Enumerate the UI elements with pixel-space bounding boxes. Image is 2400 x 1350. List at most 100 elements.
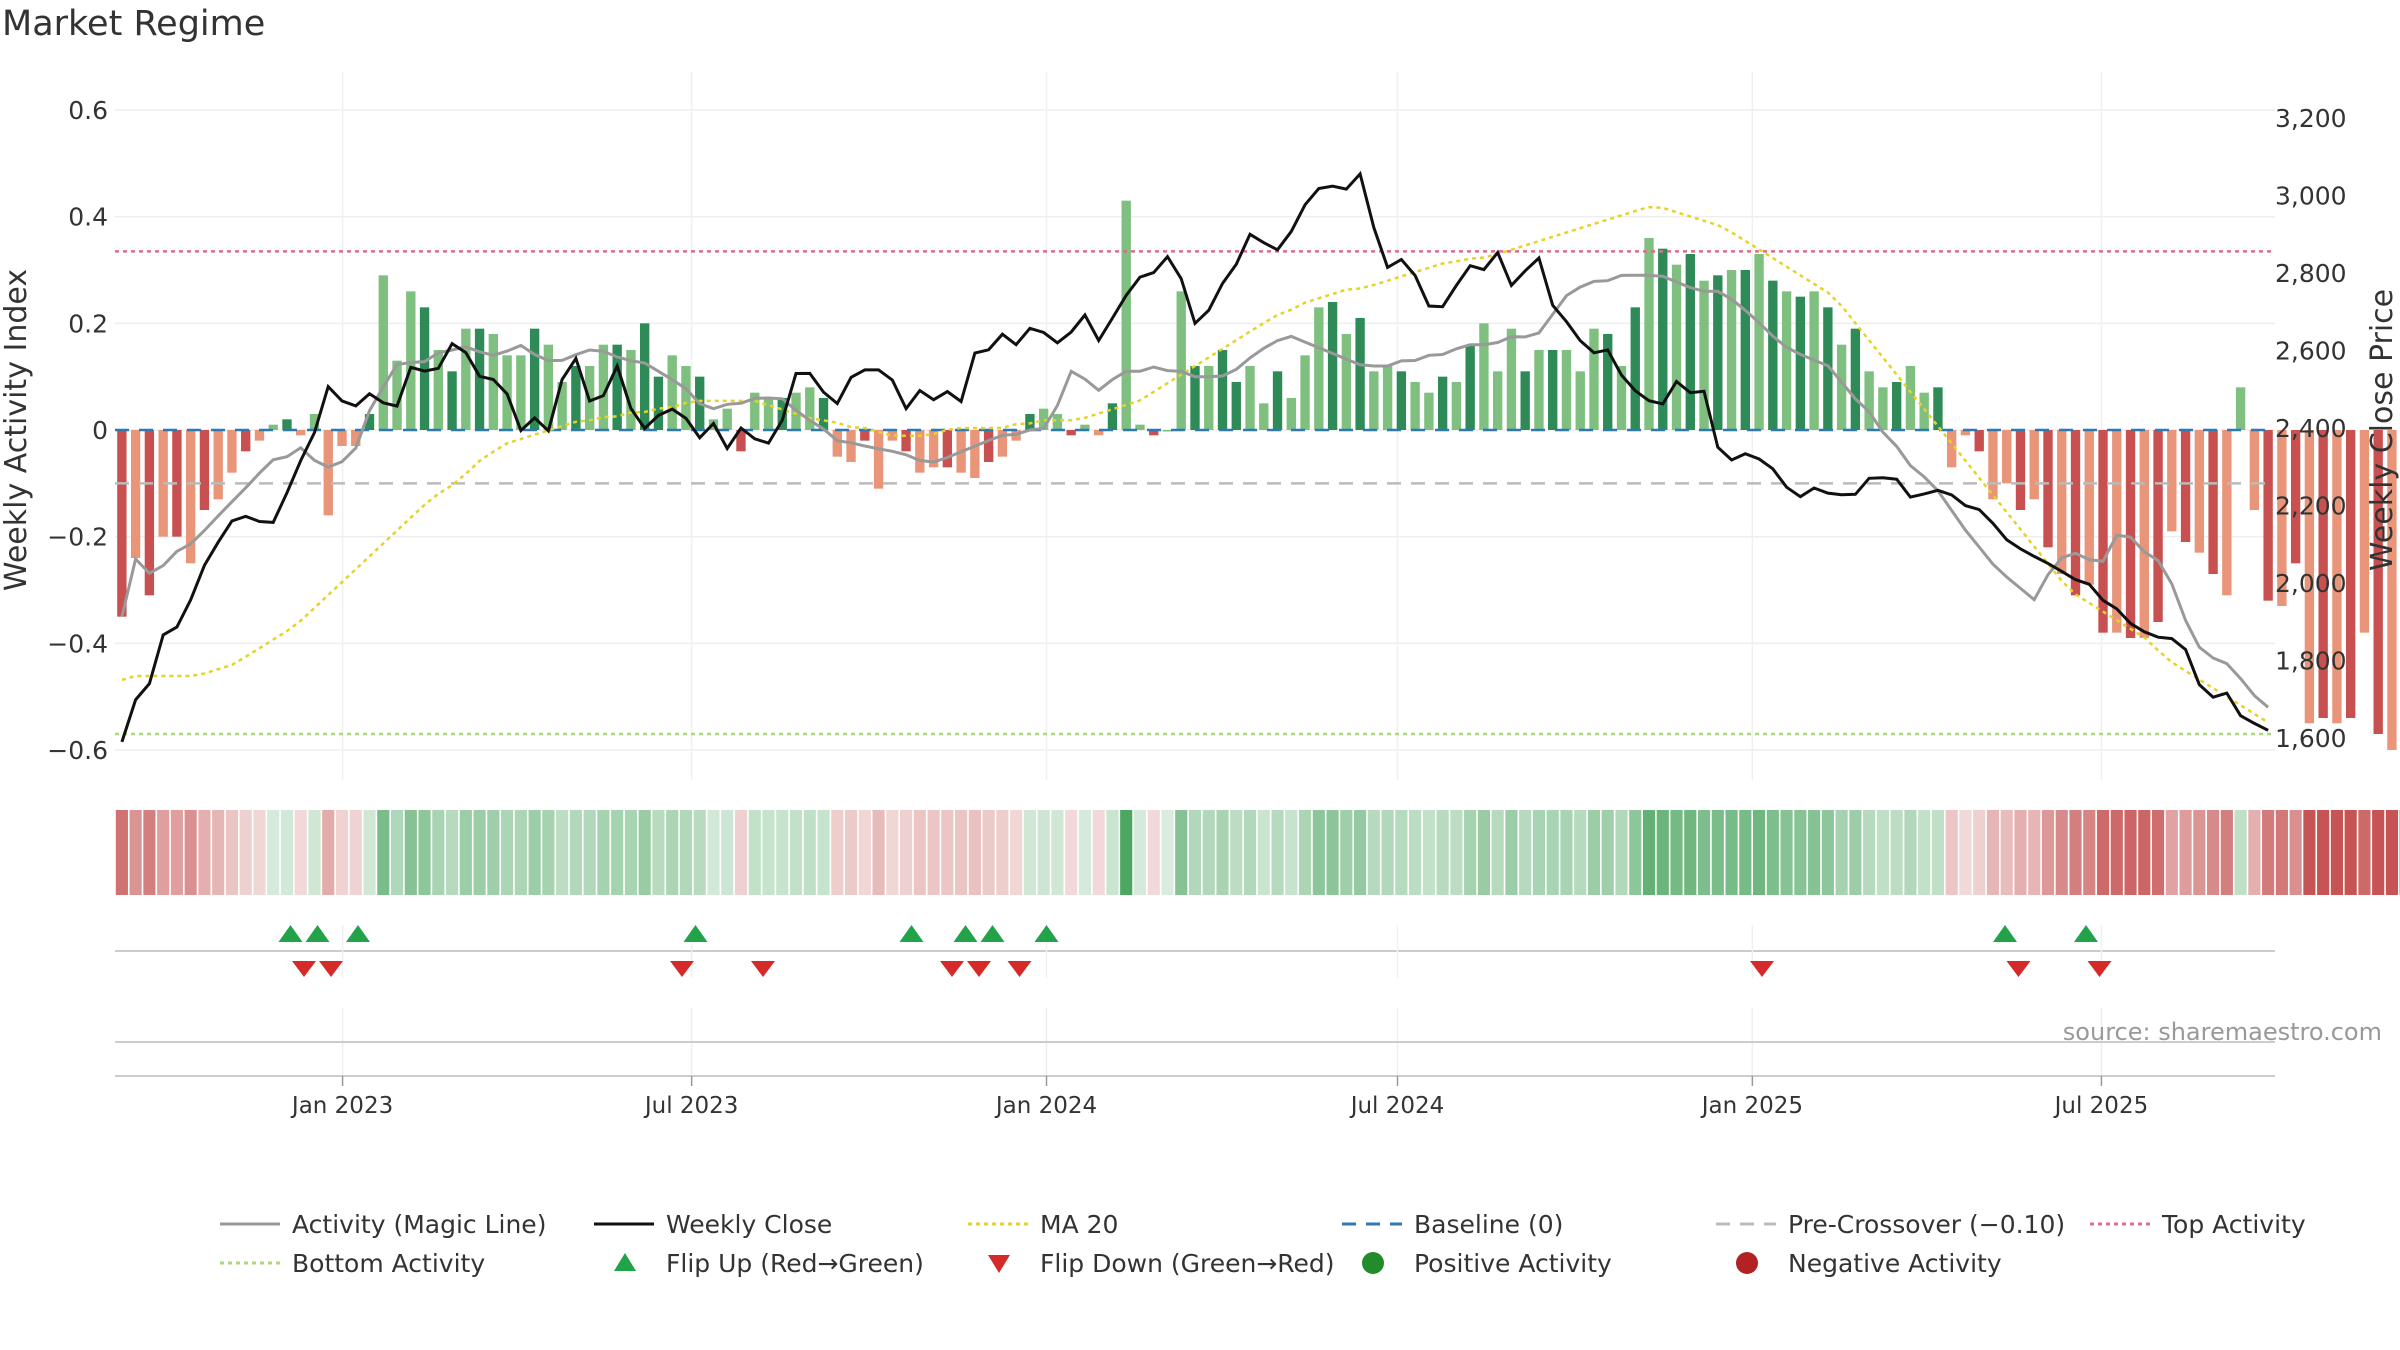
regime-band-cell xyxy=(1574,810,1587,895)
activity-bar xyxy=(2070,430,2081,596)
activity-bar xyxy=(1465,344,1475,430)
legend-item: Top Activity xyxy=(2090,1210,2306,1239)
legend-item: Bottom Activity xyxy=(220,1249,485,1278)
regime-band-cell xyxy=(1904,810,1917,895)
regime-band-cell xyxy=(652,810,665,895)
activity-bar xyxy=(983,430,994,462)
source-label: source: sharemaestro.com xyxy=(2063,1018,2382,1046)
regime-band-cell xyxy=(1354,810,1367,895)
regime-band-cell xyxy=(267,810,280,895)
regime-band-cell xyxy=(1505,810,1518,895)
activity-bar xyxy=(1479,323,1489,430)
y-axis-label-left: Weekly Activity Index xyxy=(0,269,34,591)
y-tick-label-right: 2,800 xyxy=(2275,259,2347,288)
regime-band-cell xyxy=(1986,810,2000,895)
regime-band-cell xyxy=(129,810,142,895)
flip-down-marker xyxy=(292,961,316,977)
activity-bar xyxy=(543,344,554,430)
regime-band-cell xyxy=(789,810,803,895)
flip-down-marker xyxy=(319,961,343,977)
activity-bar xyxy=(2208,430,2218,574)
legend-swatch xyxy=(1736,1252,1758,1274)
regime-band-cell xyxy=(1422,810,1435,895)
flip-up-marker xyxy=(980,925,1005,942)
activity-bar xyxy=(337,430,347,446)
regime-band-cell xyxy=(1312,810,1325,895)
activity-bar xyxy=(818,398,829,430)
legend-swatch xyxy=(988,1255,1010,1273)
activity-bar xyxy=(282,419,292,430)
regime-band-cell xyxy=(2275,810,2288,895)
y-tick-label-left: 0.2 xyxy=(68,309,108,338)
activity-bar xyxy=(1960,430,1971,436)
activity-bar xyxy=(309,414,320,430)
regime-band-cell xyxy=(1863,810,1876,895)
regime-band-cell xyxy=(2344,810,2357,895)
legend: Activity (Magic Line) Weekly Close MA 20 Ba… xyxy=(220,1210,2306,1278)
activity-bar xyxy=(1149,430,1159,436)
activity-bar xyxy=(2112,430,2122,633)
regime-band-cell xyxy=(569,810,582,895)
regime-band-cell xyxy=(1216,810,1229,895)
activity-bar xyxy=(1135,424,1145,430)
activity-bar xyxy=(1162,430,1173,432)
activity-bar xyxy=(1891,382,1902,430)
regime-band-cell xyxy=(473,810,486,895)
x-tick-label: Jan 2023 xyxy=(290,1093,393,1119)
activity-bar xyxy=(241,430,251,452)
regime-band-cell xyxy=(2041,810,2055,895)
activity-bar xyxy=(2139,430,2149,638)
regime-band-cell xyxy=(2358,810,2371,895)
activity-bar xyxy=(612,344,622,430)
activity-bar xyxy=(1314,307,1324,430)
activity-bar xyxy=(1616,366,1627,430)
activity-bar xyxy=(2222,430,2232,596)
activity-bar xyxy=(1575,371,1585,430)
activity-bar xyxy=(1107,403,1118,430)
activity-bar xyxy=(2263,430,2273,601)
regime-band-cell xyxy=(225,810,239,895)
activity-bar xyxy=(1094,430,1104,436)
regime-band-cell xyxy=(941,810,954,895)
regime-band-cell xyxy=(1340,810,1353,895)
flip-down-marker xyxy=(1007,961,1032,977)
activity-bar xyxy=(2194,430,2205,553)
regime-band-cell xyxy=(1065,810,1078,895)
activity-bar xyxy=(777,398,787,430)
regime-band-cell xyxy=(831,810,844,895)
flip-up-marker xyxy=(953,925,978,942)
regime-band-cell xyxy=(2028,810,2041,895)
regime-band-cell xyxy=(858,810,871,895)
activity-bar xyxy=(626,350,636,430)
regime-band-cell xyxy=(2207,810,2220,895)
regime-band-cell xyxy=(1409,810,1422,895)
regime-band-cell xyxy=(528,810,541,895)
regime-band-cell xyxy=(2000,810,2013,895)
regime-band-cell xyxy=(1546,810,1559,895)
regime-band-cell xyxy=(1876,810,1889,895)
y-tick-label-left: −0.4 xyxy=(47,629,108,658)
activity-bar xyxy=(1520,371,1530,430)
regime-band-cell xyxy=(1037,810,1050,895)
activity-bar xyxy=(1795,296,1806,430)
regime-band-cell xyxy=(2262,810,2275,895)
regime-band-cell xyxy=(1010,810,1023,895)
regime-band-cell xyxy=(2110,810,2123,895)
regime-band-cell xyxy=(1945,810,1958,895)
regime-band-cell xyxy=(2165,810,2178,895)
activity-bar xyxy=(2235,387,2246,430)
activity-bar xyxy=(529,328,540,430)
activity-bar xyxy=(2277,430,2287,606)
regime-band-cell xyxy=(2372,810,2385,895)
activity-bar xyxy=(2359,430,2370,633)
regime-band-cell xyxy=(1230,810,1243,895)
magic-line xyxy=(120,273,2270,709)
legend-item: Weekly Close xyxy=(594,1210,832,1239)
regime-band-cell xyxy=(2083,810,2096,895)
activity-bar xyxy=(2249,430,2260,510)
regime-band-cell xyxy=(624,810,638,895)
regime-band-cell xyxy=(1202,810,1215,895)
activity-bar xyxy=(1327,302,1338,430)
activity-bar xyxy=(667,355,677,430)
flip-up-marker xyxy=(1993,925,2017,942)
